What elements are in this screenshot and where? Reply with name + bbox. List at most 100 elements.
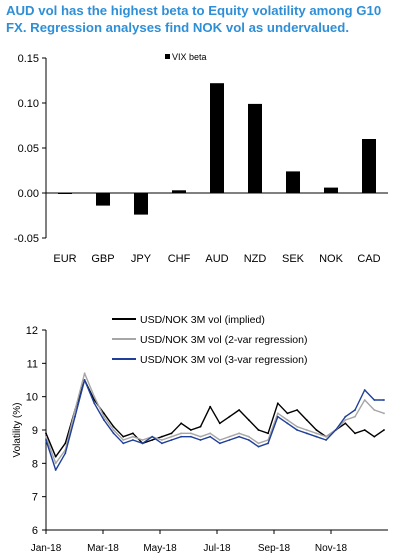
line-series-2-point <box>122 439 125 441</box>
line-series-2-point <box>383 412 385 415</box>
line-series-2-point <box>363 399 366 401</box>
line-series-3-point <box>315 435 318 438</box>
line-series-3-point <box>247 439 250 441</box>
line-series-2-point <box>238 432 241 435</box>
line-series-3 <box>45 379 384 471</box>
line-series-3-point <box>334 429 337 431</box>
line-series-2-point <box>45 435 47 438</box>
line-series-2-point <box>325 435 327 438</box>
line-y-tick-label: 12 <box>26 325 38 337</box>
line-series-1-point <box>286 412 289 415</box>
line-series-2-point <box>276 412 279 415</box>
line-series-1-point <box>267 432 270 435</box>
line-series-3-point <box>286 422 289 425</box>
line-series-2-point <box>112 429 115 431</box>
bar-y-tick-label: 0.05 <box>18 143 39 155</box>
line-x-tick-label: Jul-18 <box>203 543 231 554</box>
line-series-3-point <box>325 439 327 441</box>
line-series-2-point <box>170 435 173 438</box>
line-series-1-point <box>189 429 192 431</box>
line-series-3-point <box>267 442 270 445</box>
line-series-2-point <box>296 425 298 428</box>
line-series-1-point <box>180 422 183 425</box>
line-series-1-point <box>238 409 241 411</box>
bar-jpy <box>134 193 148 215</box>
bar-chf <box>172 190 186 193</box>
line-series-2-point <box>218 439 221 441</box>
line-series-3-point <box>132 439 134 441</box>
bar-y-tick-label: -0.05 <box>14 233 39 245</box>
line-series-3-point <box>344 415 347 418</box>
line-series-2-point <box>305 429 308 431</box>
line-series-1-point <box>199 425 202 428</box>
line-series-2-point <box>54 462 57 465</box>
line-series-3-point <box>189 435 192 438</box>
bar-nzd <box>248 103 262 193</box>
bar-x-tick-label: AUD <box>205 253 228 265</box>
line-series-3-point <box>151 435 154 438</box>
line-y-tick-label: 10 <box>26 392 38 404</box>
line-series-1-point <box>247 419 250 421</box>
bar-x-tick-label: SEK <box>282 253 305 265</box>
line-series-1-point <box>209 405 212 408</box>
line-series-2-point <box>199 435 202 438</box>
line-series-3-point <box>64 452 67 455</box>
line-series-1-point <box>354 432 356 435</box>
line-series-2-point <box>103 415 105 418</box>
line-series-2-point <box>228 435 231 438</box>
line-series-1-point <box>170 432 173 435</box>
line-series-3-point <box>296 429 298 431</box>
line-y-tick-label: 8 <box>32 458 38 470</box>
line-series-3-point <box>238 435 241 438</box>
line-series-1-point <box>218 422 221 425</box>
line-series-3-point <box>276 415 279 418</box>
bar-cad <box>362 139 376 193</box>
line-x-tick-label: Nov-18 <box>315 543 348 554</box>
line-series-3-point <box>218 442 221 445</box>
line-series-3-point <box>54 469 57 471</box>
bar-y-tick-label: 0.15 <box>18 53 39 65</box>
line-series-1-point <box>160 435 163 438</box>
line-series-1-point <box>305 419 308 421</box>
line-series-1-point <box>45 432 47 435</box>
bar-x-tick-label: CAD <box>357 253 380 265</box>
line-series-1-point <box>257 429 260 431</box>
line-series-2-point <box>354 415 356 418</box>
line-series-3-point <box>93 402 96 405</box>
line-series-1-point <box>344 422 347 425</box>
line-series-3-point <box>209 435 212 438</box>
line-series-3-point <box>180 435 183 438</box>
bar-aud <box>210 83 224 193</box>
line-series-1 <box>45 379 385 458</box>
line-series-2-point <box>315 432 318 435</box>
line-series-3-point <box>170 439 173 441</box>
bar-sek <box>286 171 300 193</box>
line-series-3-point <box>112 432 115 435</box>
line-y-tick-label: 9 <box>32 425 38 437</box>
line-series-1-point <box>151 439 154 441</box>
line-series-1-point <box>103 412 105 415</box>
line-series-1-point <box>296 409 298 411</box>
line-series-2-point <box>209 432 212 435</box>
line-y-tick-label: 6 <box>32 525 38 537</box>
line-series-3-point <box>257 445 260 448</box>
line-x-tick-label: Sep-18 <box>258 543 291 554</box>
line-series-3-point <box>122 442 125 445</box>
chart-headline: AUD vol has the highest beta to Equity v… <box>6 3 382 35</box>
line-series-2-point <box>132 435 134 438</box>
line-series-2-point <box>189 432 192 435</box>
vix-beta-bar-chart: -0.05 0.00 0.05 0.10 0.15 EUR GBP JPY CHF AUD NZD S… <box>14 52 388 265</box>
line-series-2-point <box>83 372 86 375</box>
line-series-3-point <box>83 379 86 381</box>
line-series-2-point <box>74 409 76 411</box>
line-series-3-point <box>354 409 356 411</box>
line-legend-label-1: USD/NOK 3M vol (implied) <box>140 314 265 326</box>
bar-x-tick-label: EUR <box>53 253 76 265</box>
line-series-1-point <box>373 435 376 438</box>
line-series-3-point <box>103 419 105 421</box>
line-series-1-point <box>132 432 134 435</box>
line-series-2-point <box>344 419 347 421</box>
bar-legend-label: VIX beta <box>172 52 207 62</box>
line-x-tick-label: Mar-18 <box>87 543 119 554</box>
